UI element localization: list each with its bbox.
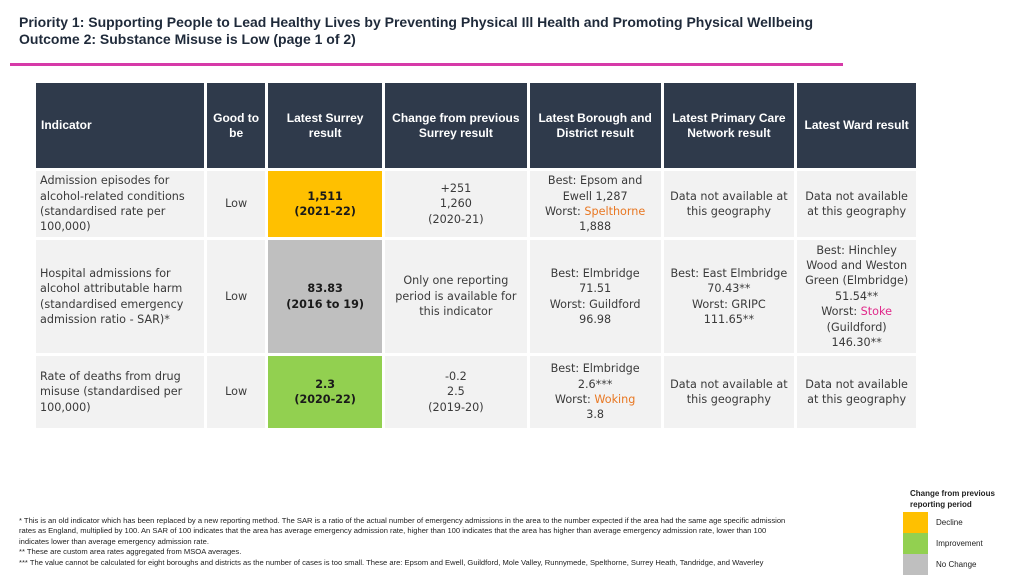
legend-label: No Change: [936, 560, 977, 569]
ward-result-cell: Data not available at this geography: [797, 171, 916, 237]
title-divider: [10, 63, 843, 66]
ward-best: Best: Hinchley Wood and Weston Green (El…: [805, 243, 909, 303]
surrey-result-cell: 2.3 (2020-22): [268, 356, 382, 428]
borough-worst-value: 3.8: [586, 408, 605, 422]
borough-worst: Worst: Woking: [534, 392, 657, 407]
change-delta: +251: [440, 181, 472, 195]
change-previous-period: (2019-20): [428, 400, 484, 414]
table-row: Hospital admissions for alcohol attribut…: [36, 240, 916, 353]
change-previous-value: 1,260: [439, 197, 472, 211]
good-to-be-cell: Low: [206, 240, 266, 353]
title-line-1: Priority 1: Supporting People to Lead He…: [19, 14, 814, 30]
worst-area-name: Stoke: [860, 305, 892, 319]
borough-worst-value: 1,888: [579, 220, 612, 234]
legend-item-decline: Decline: [903, 512, 1023, 533]
table-header-row: Indicator Good to be Latest Surrey resul…: [36, 83, 916, 168]
indicator-table: Indicator Good to be Latest Surrey resul…: [33, 80, 919, 431]
indicator-cell: Rate of deaths from drug misuse (standar…: [36, 356, 204, 428]
ward-worst-value: (Guildford) 146.30**: [826, 320, 887, 350]
pcn-best: Best: East Elmbridge 70.43**: [670, 266, 788, 296]
surrey-value: 2.3: [315, 377, 336, 391]
legend-label: Improvement: [936, 539, 983, 548]
legend-swatch: [903, 512, 928, 533]
change-previous-period: (2020-21): [428, 212, 484, 226]
borough-best: Best: Elmbridge 71.51: [550, 266, 640, 296]
borough-result-cell: Best: Elmbridge 71.51 Worst: Guildford 9…: [529, 240, 661, 353]
worst-area-name: Woking: [594, 393, 636, 406]
legend-item-improvement: Improvement: [903, 533, 1023, 554]
good-to-be-cell: Low: [206, 171, 266, 237]
footnote-line: rates as England, multiplied by 100. An …: [19, 526, 767, 536]
worst-label: Worst:: [554, 393, 595, 406]
borough-best: Best: Epsom and Ewell 1,287: [547, 174, 643, 203]
borough-worst: Worst: Guildford 96.98: [549, 297, 641, 326]
pcn-result-cell: Data not available at this geography: [663, 356, 795, 428]
legend-title: Change from previous reporting period: [910, 489, 995, 509]
pcn-worst: Worst: GRIPC 111.65**: [692, 297, 766, 326]
surrey-value: 83.83: [307, 282, 343, 296]
header-surrey-result: Latest Surrey result: [268, 83, 382, 168]
legend-swatch: [903, 554, 928, 575]
header-good-to-be: Good to be: [206, 83, 266, 168]
surrey-period: (2020-22): [294, 393, 356, 406]
footnote-line: * This is an old indicator which has bee…: [19, 516, 786, 525]
change-cell: -0.2 2.5 (2019-20): [384, 356, 527, 428]
header-ward: Latest Ward result: [797, 83, 916, 168]
legend-swatch: [903, 533, 928, 554]
page-title: Priority 1: Supporting People to Lead He…: [19, 14, 1009, 48]
worst-label: Worst:: [821, 305, 861, 319]
worst-area-name: Spelthorne: [584, 205, 646, 218]
borough-worst: Worst: Spelthorne: [534, 204, 657, 219]
surrey-period: (2016 to 19): [286, 297, 364, 311]
change-cell: Only one reporting period is available f…: [384, 240, 527, 353]
indicator-cell: Admission episodes for alcohol-related c…: [36, 171, 204, 237]
good-to-be-cell: Low: [206, 356, 266, 428]
table-row: Rate of deaths from drug misuse (standar…: [36, 356, 916, 428]
footnote-line: *** The value cannot be calculated for e…: [19, 557, 764, 567]
pcn-result-cell: Data not available at this geography: [663, 171, 795, 237]
change-delta: -0.2: [444, 369, 467, 383]
footnote-line: indicates lower than average emergency a…: [19, 536, 209, 546]
footnote-line: ** These are custom area rates aggregate…: [19, 547, 242, 557]
surrey-result-cell: 1,511 (2021-22): [268, 171, 382, 237]
borough-best: Best: Elmbridge 2.6***: [550, 362, 640, 391]
surrey-period: (2021-22): [294, 205, 356, 218]
header-indicator: Indicator: [36, 83, 204, 168]
borough-result-cell: Best: Epsom and Ewell 1,287 Worst: Spelt…: [529, 171, 661, 237]
table-row: Admission episodes for alcohol-related c…: [36, 171, 916, 237]
change-previous-value: 2.5: [446, 385, 465, 399]
header-borough-district: Latest Borough and District result: [529, 83, 661, 168]
worst-label: Worst:: [544, 205, 585, 218]
header-change: Change from previous Surrey result: [384, 83, 527, 168]
title-line-2: Outcome 2: Substance Misuse is Low (page…: [19, 31, 356, 47]
surrey-value: 1,511: [307, 189, 343, 203]
ward-worst: Worst: Stoke: [801, 304, 912, 319]
indicator-cell: Hospital admissions for alcohol attribut…: [36, 240, 204, 353]
change-cell: +251 1,260 (2020-21): [384, 171, 527, 237]
footnotes: * This is an old indicator which has bee…: [19, 516, 899, 568]
surrey-result-cell: 83.83 (2016 to 19): [268, 240, 382, 353]
header-pcn: Latest Primary Care Network result: [663, 83, 795, 168]
legend-label: Decline: [936, 518, 963, 527]
borough-result-cell: Best: Elmbridge 2.6*** Worst: Woking 3.8: [529, 356, 661, 428]
legend-item-no-change: No Change: [903, 554, 1023, 575]
ward-result-cell: Best: Hinchley Wood and Weston Green (El…: [797, 240, 916, 353]
ward-result-cell: Data not available at this geography: [797, 356, 916, 428]
pcn-result-cell: Best: East Elmbridge 70.43** Worst: GRIP…: [663, 240, 795, 353]
